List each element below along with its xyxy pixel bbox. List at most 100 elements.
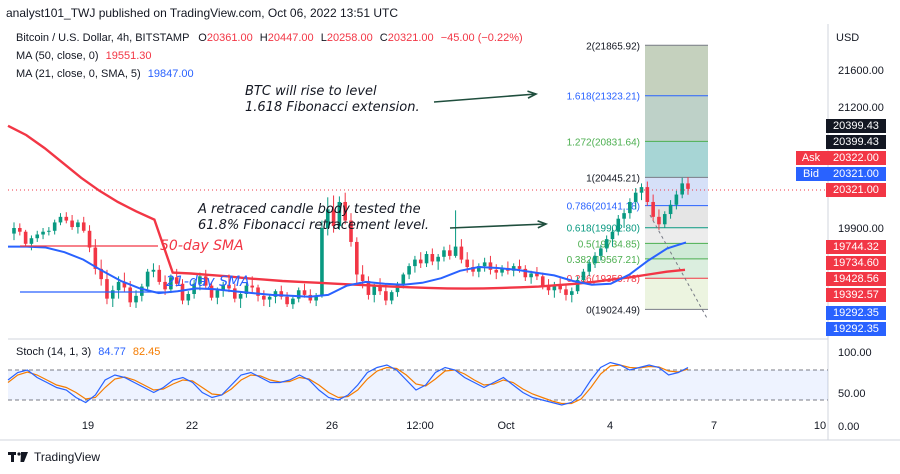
candle-body [64, 216, 69, 221]
candle-body [465, 259, 470, 268]
low-value: 20258.00 [326, 32, 373, 44]
candle-body [645, 187, 650, 202]
price-tag: 19428.56 [826, 272, 886, 286]
tradingview-logo-icon [8, 452, 28, 462]
candle-body [552, 284, 557, 291]
price-axis-tick: 19900.00 [838, 223, 884, 235]
candle-body [47, 230, 51, 232]
high-value: 20447.00 [267, 32, 314, 44]
candle-body [215, 290, 220, 298]
stoch-legend[interactable]: Stoch (14, 1, 3) 84.77 82.45 [16, 346, 160, 358]
candle-body [273, 291, 278, 297]
candle-body [657, 216, 661, 225]
candle-body [488, 262, 493, 270]
candle-body [686, 183, 690, 189]
candle-body [52, 222, 57, 231]
currency-label: USD [836, 32, 860, 44]
fib-trend-line [649, 214, 709, 321]
candle-body [93, 247, 98, 269]
annotation-line: 61.8% Fibonacci retracement level. [198, 218, 430, 233]
candle-body [622, 213, 626, 219]
arrow-fib-extension-head [527, 90, 539, 99]
candle-body [372, 286, 377, 295]
candle-body [180, 283, 185, 301]
candle-body [337, 201, 342, 227]
sma50-label: 50-day SMA [160, 238, 244, 254]
candle-body [651, 201, 655, 217]
price-tag: 19292.35 [826, 322, 886, 336]
fib-level-label: 0(19024.49) [586, 305, 640, 316]
candle-body [482, 262, 487, 267]
close-label: C [379, 32, 388, 44]
candle-body [12, 228, 16, 234]
price-tag: 20399.43 [826, 119, 886, 133]
candle-body [616, 218, 621, 232]
ma50-legend[interactable]: MA (50, close, 0) 19551.30 [16, 50, 152, 62]
candle-body [76, 222, 80, 228]
candle-body [418, 259, 423, 264]
candle-body [407, 266, 411, 275]
candle-body [35, 234, 40, 239]
fib-level-label: 2(21865.92) [586, 41, 640, 52]
bid-label: Bid [796, 167, 826, 181]
candle-body [355, 241, 359, 275]
candle-body [564, 289, 568, 295]
footer-brand[interactable]: TradingView [8, 450, 100, 464]
candle-body [436, 256, 440, 262]
candle-body [99, 268, 103, 280]
candle-body [163, 281, 167, 290]
open-value: 20361.00 [206, 32, 253, 44]
fib-level-label: 0.5(19734.85) [578, 239, 640, 250]
candle-body [320, 228, 324, 296]
fib-band [645, 278, 708, 310]
price-tag: 20321.00 [826, 167, 886, 181]
candle-body [227, 284, 231, 289]
candle-body [535, 273, 539, 277]
high-label: H [259, 32, 268, 44]
fib-band [645, 141, 708, 178]
candle-body [81, 222, 86, 231]
candle-body [569, 291, 574, 295]
stoch-axis-tick: 0.00 [838, 421, 859, 433]
candle-body [134, 295, 138, 303]
candle-body [267, 296, 272, 300]
arrow-fib-extension [433, 93, 537, 103]
time-axis-tick: 22 [186, 420, 198, 432]
candle-body [378, 286, 382, 292]
ma21-legend-label: MA (21, close, 0, SMA, 5) [16, 68, 141, 80]
candle-body [628, 201, 632, 214]
candle-body [70, 220, 74, 228]
fib-band [645, 205, 708, 228]
time-axis-tick: 7 [711, 420, 717, 432]
candle-body [639, 187, 644, 193]
candle-body [105, 279, 109, 299]
candle-body [244, 285, 249, 294]
stoch-k-value: 84.77 [98, 346, 126, 358]
candle-body [401, 274, 406, 285]
price-axis-tick: 21200.00 [838, 102, 884, 114]
candle-body [128, 287, 133, 303]
candle-body [511, 266, 516, 271]
candle-body [395, 284, 400, 293]
candle-body [169, 277, 173, 290]
time-axis-tick: 19 [82, 420, 94, 432]
symbol-name[interactable]: Bitcoin / U.S. Dollar, 4h, BITSTAMP [16, 32, 190, 44]
ma21-legend[interactable]: MA (21, close, 0, SMA, 5) 19847.00 [16, 68, 194, 80]
time-axis-tick: Oct [497, 420, 514, 432]
candle-body [540, 276, 545, 286]
candle-body [145, 271, 150, 287]
candle-body [477, 266, 481, 272]
candle-body [302, 290, 307, 295]
candle-body [198, 276, 202, 284]
sma21-label: 21-day SMA [166, 274, 250, 290]
fib-level-label: 1.618(21323.21) [567, 92, 640, 103]
ma21-line [8, 241, 687, 298]
candle-body [413, 259, 417, 267]
fib-band [645, 227, 708, 244]
candle-body [494, 269, 499, 273]
candle-body [459, 246, 464, 260]
candle-body [581, 271, 586, 281]
candle-body [517, 266, 522, 269]
candle-body [87, 230, 92, 248]
